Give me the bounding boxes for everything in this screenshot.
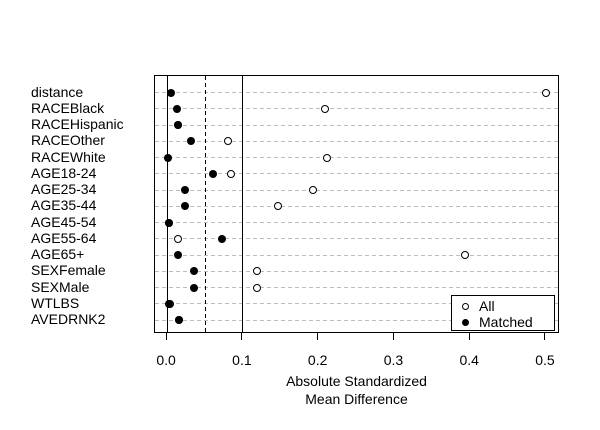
gridline bbox=[155, 303, 558, 305]
legend-label-all: All bbox=[479, 298, 495, 314]
data-point-matched bbox=[165, 218, 174, 227]
data-point-all bbox=[273, 202, 282, 211]
y-axis-label: AVEDRNK2 bbox=[31, 311, 106, 327]
y-axis-label: AGE35-44 bbox=[31, 197, 97, 214]
y-axis-label: distance bbox=[31, 83, 84, 100]
data-point-matched bbox=[166, 88, 175, 97]
gridline bbox=[155, 254, 558, 256]
data-point-all bbox=[541, 88, 550, 97]
gridline bbox=[155, 205, 558, 207]
reference-line-0.1 bbox=[242, 76, 244, 332]
legend-entry-matched: Matched bbox=[452, 314, 554, 330]
data-point-matched bbox=[190, 283, 199, 292]
gridline bbox=[155, 238, 558, 240]
x-axis-tick-label: 0.1 bbox=[232, 352, 252, 368]
data-point-all bbox=[321, 104, 330, 113]
data-point-all bbox=[308, 186, 317, 194]
gridline bbox=[155, 189, 558, 191]
data-point-matched bbox=[164, 299, 173, 308]
y-axis-label: AGE55-64 bbox=[31, 229, 97, 246]
y-axis-label: AGE45-54 bbox=[31, 213, 97, 230]
open-circle-marker-icon bbox=[461, 302, 469, 310]
x-axis-tick bbox=[468, 333, 470, 340]
data-point-matched bbox=[172, 104, 181, 113]
data-point-matched bbox=[218, 234, 227, 243]
y-axis-label: AGE18-24 bbox=[31, 164, 97, 181]
data-point-matched bbox=[175, 316, 184, 324]
gridline bbox=[155, 222, 558, 223]
data-point-matched bbox=[209, 169, 218, 178]
y-axis-label: RACEWhite bbox=[31, 148, 106, 165]
data-point-all bbox=[174, 234, 183, 243]
gridline bbox=[155, 157, 558, 158]
y-axis-label: SEXFemale bbox=[31, 262, 106, 279]
gridline bbox=[155, 287, 558, 288]
data-point-all bbox=[460, 251, 469, 259]
reference-line-0.05 bbox=[204, 76, 206, 332]
x-axis-tick-label: 0.0 bbox=[156, 352, 176, 368]
x-axis-tick bbox=[241, 333, 243, 340]
data-point-all bbox=[223, 137, 232, 146]
x-axis-tick bbox=[392, 333, 394, 340]
x-axis-tick-label: 0.2 bbox=[307, 352, 328, 368]
data-point-all bbox=[323, 153, 331, 162]
legend-label-matched: Matched bbox=[479, 314, 533, 330]
data-point-matched bbox=[174, 121, 183, 129]
gridline bbox=[155, 173, 558, 175]
plot-area: All Matched bbox=[154, 75, 559, 333]
gridline bbox=[155, 108, 558, 110]
gridline bbox=[155, 319, 558, 321]
reference-line-0 bbox=[166, 76, 168, 332]
x-axis-tick-label: 0.4 bbox=[459, 352, 479, 368]
legend-entry-all: All bbox=[452, 298, 554, 314]
gridline bbox=[155, 124, 558, 126]
y-axis-label: WTLBS bbox=[31, 294, 80, 311]
y-axis-label: RACEHispanic bbox=[31, 116, 124, 132]
x-axis-tick bbox=[544, 333, 546, 340]
data-point-all bbox=[253, 283, 262, 292]
y-axis-label: RACEOther bbox=[31, 132, 105, 149]
y-axis-label: SEXMale bbox=[31, 278, 90, 295]
x-axis-tick-label: 0.3 bbox=[383, 352, 404, 368]
y-axis-label: AGE25-34 bbox=[31, 181, 97, 197]
data-point-all bbox=[226, 169, 235, 178]
y-axis-label: AGE65+ bbox=[31, 246, 85, 262]
x-axis-tick-label: 0.5 bbox=[535, 352, 555, 368]
gridline bbox=[155, 270, 558, 272]
data-point-all bbox=[253, 267, 262, 276]
data-point-matched bbox=[181, 186, 190, 194]
x-axis-title-line1: Absolute Standardized bbox=[286, 373, 427, 389]
x-axis-tick bbox=[165, 333, 167, 340]
data-point-matched bbox=[190, 267, 199, 276]
gridline bbox=[155, 92, 558, 93]
data-point-matched bbox=[186, 137, 195, 146]
x-axis-tick bbox=[317, 333, 319, 340]
gridline bbox=[155, 140, 558, 142]
data-point-matched bbox=[181, 202, 190, 211]
x-axis-title-line2: Mean Difference bbox=[305, 391, 408, 407]
data-point-matched bbox=[163, 153, 172, 162]
legend: All Matched bbox=[451, 295, 555, 331]
data-point-matched bbox=[173, 251, 182, 259]
filled-circle-marker-icon bbox=[461, 318, 469, 326]
y-axis-label: RACEBlack bbox=[31, 99, 105, 116]
